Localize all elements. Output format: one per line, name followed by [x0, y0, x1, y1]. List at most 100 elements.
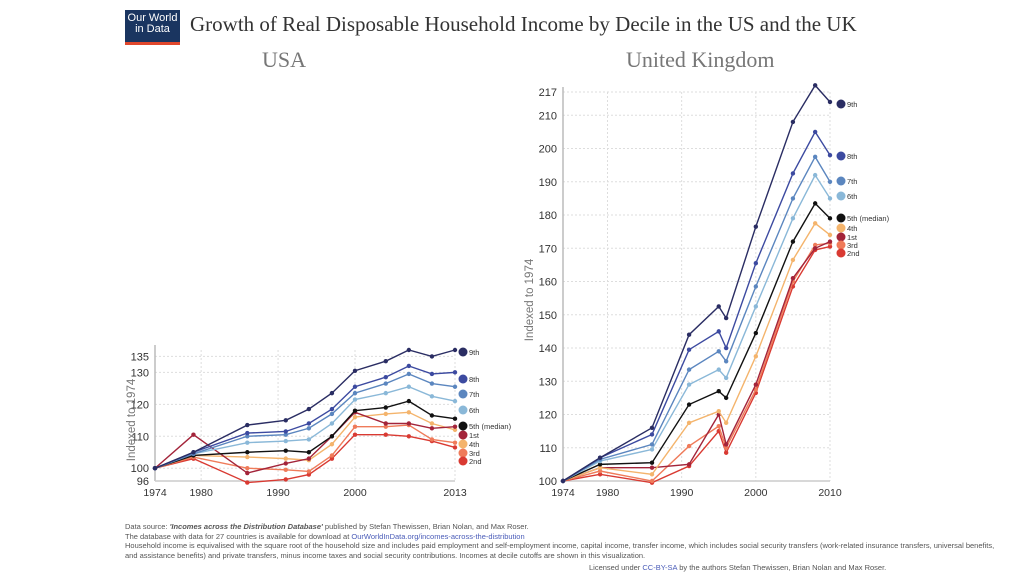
usa-data-point-6th — [306, 437, 312, 442]
uk-data-point-3rd — [597, 468, 603, 474]
usa-data-point-6th — [406, 384, 412, 389]
uk-data-point-6th — [827, 196, 833, 201]
uk-data-point-8th — [753, 261, 759, 266]
usa-data-point-1st — [406, 421, 412, 426]
uk-legend-marker-7th — [836, 176, 846, 186]
usa-legend-label-7th: 7th — [469, 390, 479, 399]
usa-legend-label-3rd: 3rd — [469, 449, 480, 458]
license-link[interactable]: CC-BY-SA — [642, 563, 678, 572]
usa-data-point-6th — [383, 390, 388, 396]
usa-legend-label-9th: 9th — [469, 348, 479, 357]
uk-legend-label-4th: 4th — [847, 224, 857, 233]
usa-data-point-8th — [283, 429, 288, 434]
usa-data-point-1st — [452, 424, 458, 429]
uk-series-line-2nd — [562, 245, 831, 484]
usa-data-point-7th — [383, 381, 388, 386]
usa-data-point-1st — [283, 461, 288, 466]
usa-legend-marker-6th — [458, 405, 468, 415]
usa-data-point-3rd — [283, 467, 288, 473]
usa-data-point-8th — [352, 384, 358, 389]
uk-data-point-6th — [686, 382, 692, 387]
uk-x-tick-label: 1980 — [596, 487, 620, 499]
uk-series-line-5th — [562, 202, 831, 482]
uk-data-point-4th — [716, 408, 721, 414]
usa-data-point-6th — [245, 440, 250, 445]
usa-legend-label-4th: 4th — [469, 440, 479, 449]
uk-data-point-3rd — [723, 445, 729, 450]
uk-y-tick-label: 190 — [539, 177, 557, 189]
usa-data-point-1st — [306, 456, 312, 461]
usa-legend-marker-5th — [458, 421, 468, 431]
usa-data-point-5th — [245, 450, 250, 455]
usa-data-point-1st — [429, 426, 435, 431]
uk-series-line-8th — [562, 130, 831, 482]
usa-data-point-6th — [429, 394, 435, 399]
uk-chart-title: United Kingdom — [626, 47, 775, 72]
usa-data-point-2nd — [352, 432, 358, 437]
uk-data-point-9th — [597, 455, 603, 460]
usa-legend-marker-8th — [458, 374, 468, 384]
uk-data-point-5th — [753, 330, 759, 336]
page-title: Growth of Real Disposable Household Inco… — [190, 12, 857, 36]
usa-data-point-9th — [352, 368, 358, 373]
source-title: 'Incomes across the Distribution Databas… — [169, 522, 323, 531]
uk-x-tick-label: 1974 — [551, 487, 575, 499]
usa-data-point-5th — [452, 416, 458, 421]
usa-data-point-7th — [352, 390, 358, 396]
usa-data-point-5th — [283, 448, 288, 453]
usa-y-tick-label: 100 — [131, 463, 149, 475]
usa-data-point-4th — [329, 442, 335, 447]
uk-data-point-4th — [686, 420, 692, 426]
uk-data-point-4th — [649, 472, 655, 477]
usa-data-point-9th — [406, 347, 412, 353]
usa-data-point-5th — [429, 413, 435, 418]
usa-x-tick-label: 2013 — [443, 487, 467, 499]
usa-data-point-6th — [329, 421, 335, 426]
download-link[interactable]: OurWorldInData.org/incomes-across-the-di… — [351, 531, 525, 541]
uk-data-point-4th — [753, 354, 759, 359]
uk-legend-marker-4th — [836, 223, 846, 233]
usa-y-tick-label: 110 — [131, 431, 149, 443]
footer-notes: Data source: 'Incomes across the Distrib… — [125, 522, 1005, 560]
uk-data-point-6th — [649, 447, 655, 452]
usa-data-point-3rd — [352, 424, 358, 429]
usa-y-tick-label: 120 — [131, 399, 149, 411]
usa-data-point-4th — [429, 421, 435, 426]
uk-data-point-6th — [812, 172, 818, 178]
usa-data-point-1st — [191, 432, 196, 437]
uk-data-point-7th — [812, 154, 818, 160]
usa-data-point-3rd — [452, 440, 458, 445]
usa-data-point-7th — [406, 371, 412, 377]
uk-data-point-8th — [827, 152, 833, 158]
uk-data-point-9th — [827, 99, 833, 105]
uk-data-point-3rd — [716, 423, 721, 429]
uk-data-point-4th — [812, 221, 818, 226]
uk-data-point-6th — [716, 367, 721, 372]
uk-series-line-1st — [562, 240, 831, 482]
uk-data-point-8th — [812, 129, 818, 135]
uk-y-tick-label: 170 — [539, 243, 557, 255]
usa-data-point-4th — [283, 456, 288, 461]
uk-x-tick-label: 1990 — [670, 487, 694, 499]
usa-data-point-7th — [452, 384, 458, 389]
usa-data-point-8th — [429, 371, 435, 377]
uk-data-point-7th — [723, 359, 729, 364]
uk-data-point-5th — [790, 239, 796, 244]
usa-data-point-7th — [306, 426, 312, 431]
uk-data-point-8th — [686, 347, 692, 352]
usa-data-point-3rd — [429, 437, 435, 442]
usa-legend-label-5th: 5th (median) — [469, 422, 512, 431]
uk-data-point-5th — [686, 402, 692, 407]
uk-y-tick-label: 130 — [539, 376, 557, 388]
uk-data-point-5th — [597, 462, 603, 467]
usa-x-tick-label: 1980 — [189, 487, 213, 499]
usa-data-point-2nd — [383, 432, 388, 437]
uk-legend-label-9th: 9th — [847, 100, 857, 109]
usa-data-point-9th — [152, 466, 158, 471]
uk-legend-marker-9th — [836, 99, 846, 109]
uk-data-point-9th — [649, 425, 655, 431]
uk-legend-marker-8th — [836, 151, 846, 161]
uk-data-point-3rd — [649, 478, 655, 484]
uk-data-point-4th — [790, 257, 796, 263]
uk-data-point-1st — [649, 465, 655, 470]
